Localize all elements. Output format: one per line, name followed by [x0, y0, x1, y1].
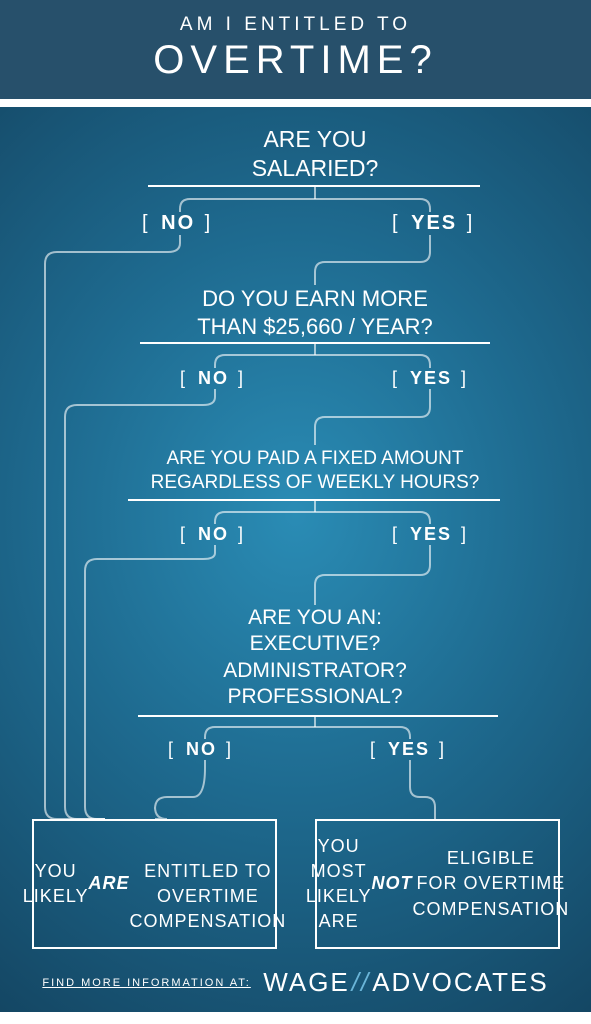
question-1-underline [148, 185, 480, 187]
question-4: ARE YOU AN: EXECUTIVE? ADMINISTRATOR? PR… [190, 605, 440, 710]
header-line1: AM I ENTITLED TO [0, 14, 591, 36]
footer-brand: WAGE//ADVOCATES [263, 967, 548, 997]
question-1: ARE YOU SALARIED? [190, 125, 440, 183]
question-1-no: NO [142, 212, 214, 235]
brand-slash: // [352, 967, 370, 997]
brand-wage: WAGE [263, 967, 349, 997]
question-3-underline [128, 499, 500, 501]
header-line2: OVERTIME? [0, 38, 591, 83]
question-2-underline [140, 342, 490, 344]
footer-find-more: FIND MORE INFORMATION AT: [42, 977, 250, 989]
question-4-no: NO [168, 739, 235, 760]
question-2-yes: YES [392, 368, 470, 389]
question-3-no: NO [180, 524, 247, 545]
result-not-eligible: YOU MOST LIKELYARE NOT ELIGIBLEFOR OVERT… [315, 819, 560, 949]
brand-advocates: ADVOCATES [372, 967, 548, 997]
result-entitled: YOU LIKELY AREENTITLED TOOVERTIMECOMPENS… [32, 819, 277, 949]
question-1-yes: YES [392, 212, 476, 235]
header: AM I ENTITLED TO OVERTIME? [0, 0, 591, 99]
question-2: DO YOU EARN MORE THAN $25,660 / YEAR? [150, 285, 480, 340]
question-3-yes: YES [392, 524, 470, 545]
question-3: ARE YOU PAID A FIXED AMOUNT REGARDLESS O… [130, 447, 500, 495]
question-2-no: NO [180, 368, 247, 389]
header-divider [0, 99, 591, 107]
question-4-underline [138, 715, 498, 717]
question-4-yes: YES [370, 739, 448, 760]
footer: FIND MORE INFORMATION AT: WAGE//ADVOCATE… [0, 967, 591, 998]
flowchart-canvas: YOU LIKELY AREENTITLED TOOVERTIMECOMPENS… [0, 107, 591, 1012]
